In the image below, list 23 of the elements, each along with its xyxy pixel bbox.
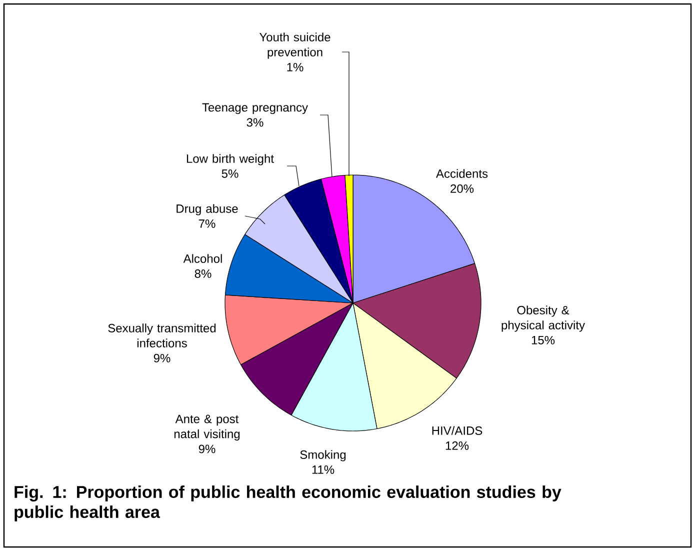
data-label: 12% [446, 441, 469, 450]
data-label: 7% [198, 219, 216, 228]
data-label: 5% [222, 169, 238, 178]
data-label: 1% [287, 62, 304, 72]
data-label: 9% [154, 354, 170, 362]
data-label: 8% [194, 269, 212, 278]
slice-label: Ante & post natal visiting [174, 414, 240, 441]
slice-label: Drug abuse [176, 204, 238, 216]
text: Fig. 1: Proportion of public health economic evaluation studies by public health area [14, 486, 562, 522]
data-label: 20% [450, 184, 474, 193]
slice-label: HIV/AIDS [432, 426, 482, 435]
data-label: 9% [198, 444, 216, 454]
data-label: 3% [246, 118, 264, 127]
slice-label: Accidents [436, 169, 488, 178]
data-label: 15% [532, 336, 555, 344]
slice-label: Alcohol [183, 254, 222, 263]
slice-label: Smoking [300, 450, 346, 462]
data-label: 11% [312, 465, 334, 474]
slice-label: Teenage pregnancy [202, 103, 308, 114]
slice-label: Obesity & physical activity [502, 306, 585, 332]
slice-label: Low birth weight [186, 154, 274, 166]
slice-label: Sexually transmitted infections [108, 324, 216, 348]
slice-label: Youth suicide prevention [259, 32, 330, 59]
